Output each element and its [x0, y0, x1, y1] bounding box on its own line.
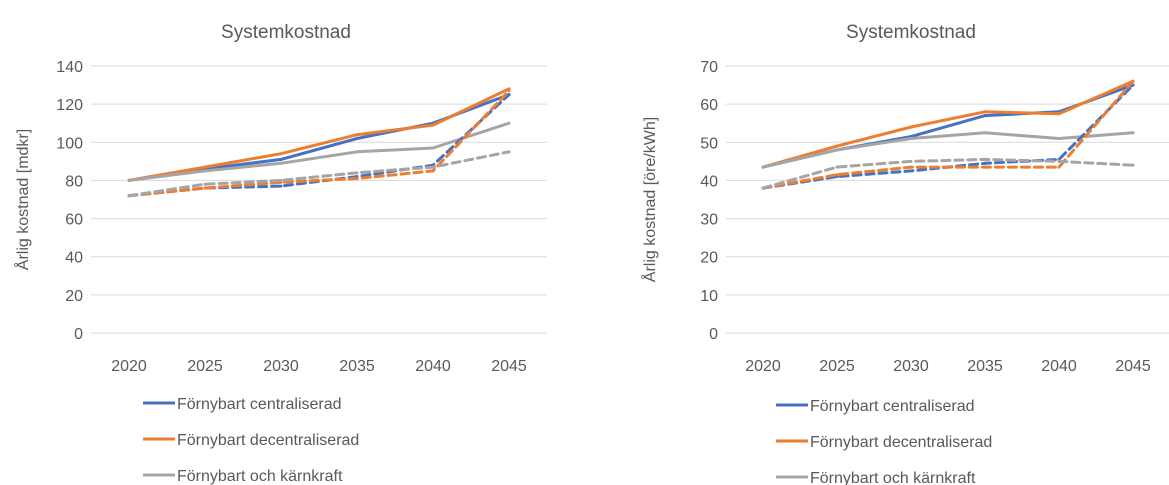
data-point-s5-2020: [761, 186, 765, 190]
chart-title: Systemkostnad: [221, 22, 351, 43]
y-axis-label: Årlig kostnad [öre/kWh]: [640, 117, 659, 282]
data-point-s4-2035: [355, 177, 359, 181]
y-tick-label-50: 50: [700, 135, 718, 152]
series-line-dashed-4: [761, 79, 1135, 190]
series-line-solid-1: [761, 79, 1135, 169]
data-point-s1-2030: [909, 125, 913, 129]
x-tick-label-2030: 2030: [893, 358, 929, 375]
x-tick-label-2020: 2020: [111, 358, 147, 375]
y-tick-label-0: 0: [709, 326, 718, 343]
y-tick-label-20: 20: [700, 250, 718, 267]
x-tick-label-2040: 2040: [415, 358, 451, 375]
x-tick-label-2020: 2020: [745, 358, 781, 375]
y-tick-label-140: 140: [56, 59, 83, 76]
series-line-dashed-5: [127, 150, 511, 198]
data-point-s2-2030: [909, 136, 913, 140]
data-point-s5-2035: [355, 171, 359, 175]
data-point-s2-2020: [127, 178, 131, 182]
data-point-s1-2040: [1057, 112, 1061, 116]
data-point-s2-2025: [203, 169, 207, 173]
y-tick-label-120: 120: [56, 97, 83, 114]
y-tick-label-60: 60: [65, 212, 83, 229]
data-point-s4-2040: [431, 169, 435, 173]
y-tick-label-70: 70: [700, 59, 718, 76]
y-axis-label: Årlig kostnad [mdkr]: [13, 129, 32, 270]
y-tick-label-60: 60: [700, 97, 718, 114]
data-point-s2-2020: [761, 165, 765, 169]
data-point-s5-2040: [1057, 159, 1061, 163]
x-tick-label-2030: 2030: [263, 358, 299, 375]
data-point-s1-2035: [355, 133, 359, 137]
data-point-s2-2025: [835, 148, 839, 152]
legend-label-0: Förnybart centraliserad: [177, 396, 342, 413]
data-point-s2-2040: [1057, 136, 1061, 140]
y-tick-label-100: 100: [56, 135, 83, 152]
data-point-s2-2045: [507, 121, 511, 125]
series-line-solid-1: [127, 87, 511, 182]
y-tick-label-30: 30: [700, 212, 718, 229]
data-point-s1-2025: [835, 144, 839, 148]
data-point-s2-2030: [279, 161, 283, 165]
data-point-s4-2025: [203, 186, 207, 190]
legend-label-2: Förnybart och kärnkraft: [177, 468, 343, 485]
y-tick-label-40: 40: [65, 250, 83, 267]
data-point-s1-2035: [983, 110, 987, 114]
data-point-s3-2030: [909, 169, 913, 173]
x-tick-label-2035: 2035: [967, 358, 1003, 375]
x-tick-label-2040: 2040: [1041, 358, 1077, 375]
data-point-s5-2045: [1131, 163, 1135, 167]
data-point-s3-2045: [507, 93, 511, 97]
data-point-s3-2030: [279, 184, 283, 188]
series-line-solid-2: [761, 131, 1135, 169]
data-point-s4-2040: [1057, 165, 1061, 169]
data-point-s4-2045: [1131, 79, 1135, 83]
series-line-dashed-4: [127, 89, 511, 198]
data-point-s0-2035: [355, 136, 359, 140]
data-point-s5-2030: [279, 178, 283, 182]
data-point-s5-2020: [127, 194, 131, 198]
x-tick-label-2025: 2025: [187, 358, 223, 375]
data-point-s3-2035: [983, 161, 987, 165]
series-line-solid-0: [127, 93, 511, 182]
data-point-s4-2025: [835, 173, 839, 177]
x-tick-label-2035: 2035: [339, 358, 375, 375]
data-point-s5-2040: [431, 165, 435, 169]
y-tick-label-0: 0: [74, 326, 83, 343]
legend-label-0: Förnybart centraliserad: [810, 398, 975, 415]
legend-label-2: Förnybart och kärnkraft: [810, 470, 976, 485]
x-tick-label-2025: 2025: [819, 358, 855, 375]
data-point-s5-2030: [909, 159, 913, 163]
legend-label-1: Förnybart decentraliserad: [810, 434, 992, 451]
data-point-s2-2045: [1131, 131, 1135, 135]
data-point-s4-2035: [983, 165, 987, 169]
data-point-s1-2040: [431, 123, 435, 127]
chart-panel-cost-ore-kwh: Systemkostnad 0 10 20 30 40 50 60 70 2020 2025 2030…: [630, 0, 1169, 485]
data-point-s2-2035: [983, 131, 987, 135]
data-point-s2-2035: [355, 150, 359, 154]
y-tick-label-40: 40: [700, 173, 718, 190]
y-tick-label-80: 80: [65, 173, 83, 190]
data-point-s2-2040: [431, 146, 435, 150]
data-point-s5-2045: [507, 150, 511, 154]
y-tick-label-10: 10: [700, 288, 718, 305]
x-tick-label-2045: 2045: [491, 358, 527, 375]
data-point-s5-2025: [203, 182, 207, 186]
y-tick-label-20: 20: [65, 288, 83, 305]
data-point-s5-2025: [835, 165, 839, 169]
data-point-s0-2035: [983, 114, 987, 118]
x-tick-label-2045: 2045: [1115, 358, 1151, 375]
series-line-solid-2: [127, 121, 511, 182]
data-point-s1-2025: [203, 165, 207, 169]
chart-title: Systemkostnad: [846, 22, 976, 43]
data-point-s4-2030: [909, 165, 913, 169]
chart-panel-cost-mdkr: Systemkostnad 0 20 40 60 80 100 120 140 2020 2025 2…: [0, 0, 560, 485]
series-line-dashed-5: [761, 157, 1135, 190]
legend-label-1: Förnybart decentraliserad: [177, 432, 359, 449]
data-point-s5-2035: [983, 157, 987, 161]
data-point-s4-2045: [507, 89, 511, 93]
data-point-s0-2030: [279, 157, 283, 161]
data-point-s1-2030: [279, 152, 283, 156]
